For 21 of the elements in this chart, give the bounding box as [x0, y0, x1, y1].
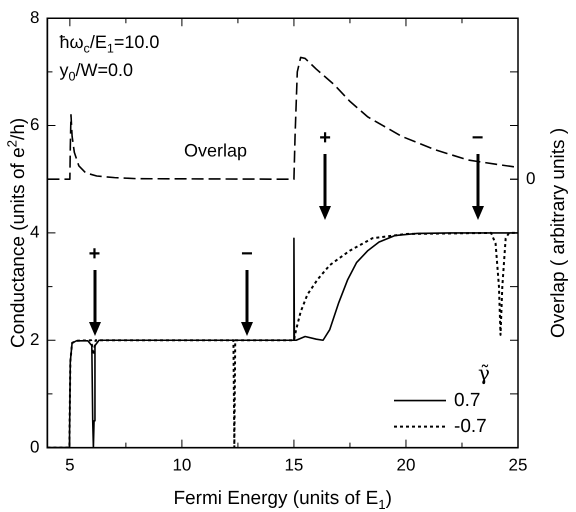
series-label: Overlap — [184, 140, 248, 161]
legend-label: 0.7 — [454, 390, 480, 411]
y-tick-label: 4 — [30, 222, 40, 242]
annotation: + — [319, 126, 331, 149]
x-tick-label: 5 — [65, 455, 75, 474]
legend-label: -0.7 — [454, 416, 487, 437]
y-axis-title: Conductance (units of e2/h) — [4, 118, 29, 348]
x-tick-label: 10 — [172, 455, 192, 474]
x-tick-label: 20 — [396, 455, 416, 474]
legend-title: γ̃ — [478, 360, 490, 385]
text: 0 — [526, 168, 536, 188]
y-tick-label: 0 — [30, 437, 40, 456]
annotation: + — [88, 242, 100, 265]
annotation: − — [472, 126, 484, 149]
y2-axis-title: Overlap ( arbitrary units ) — [548, 128, 569, 338]
y-tick-label: 6 — [30, 115, 40, 134]
y-tick-label: 8 — [30, 8, 40, 27]
y-tick-label: 2 — [30, 330, 40, 349]
annotation: − — [241, 242, 253, 265]
x-tick-label: 15 — [284, 455, 304, 474]
x-tick-label: 25 — [508, 455, 528, 474]
